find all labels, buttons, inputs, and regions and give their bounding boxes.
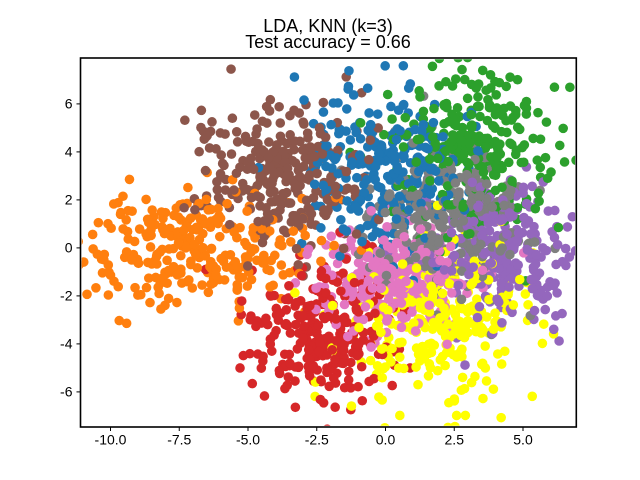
svg-text:2: 2 [65, 191, 73, 207]
svg-text:-10.0: -10.0 [95, 432, 127, 448]
svg-text:-7.5: -7.5 [167, 432, 191, 448]
svg-text:Test accuracy = 0.66: Test accuracy = 0.66 [245, 32, 411, 52]
svg-text:-4: -4 [60, 335, 73, 351]
svg-text:0.0: 0.0 [376, 432, 396, 448]
svg-text:-5.0: -5.0 [236, 432, 260, 448]
svg-text:-2.5: -2.5 [305, 432, 329, 448]
svg-text:5.0: 5.0 [513, 432, 533, 448]
svg-text:6: 6 [65, 95, 73, 111]
svg-text:-2: -2 [60, 287, 73, 303]
svg-text:0: 0 [65, 239, 73, 255]
svg-text:4: 4 [65, 143, 73, 159]
svg-text:2.5: 2.5 [445, 432, 465, 448]
svg-text:-6: -6 [60, 383, 73, 399]
